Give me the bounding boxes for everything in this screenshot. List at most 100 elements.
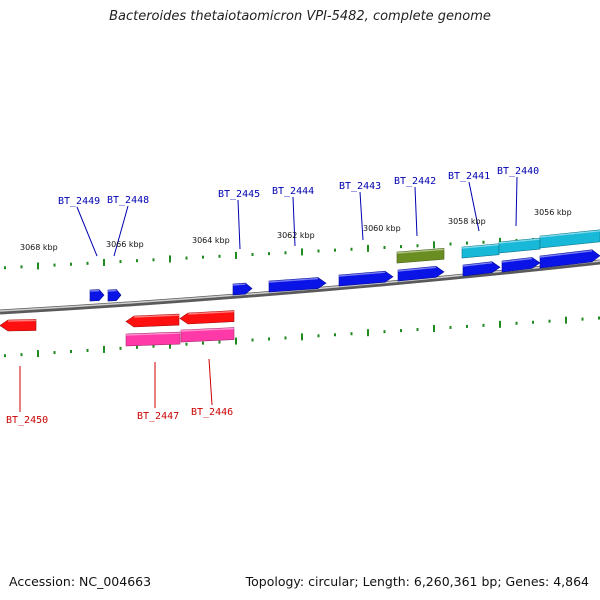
scale-tick <box>37 350 39 358</box>
gene-features <box>0 229 600 347</box>
gene-bt-2450[interactable] <box>0 319 37 332</box>
scale-label: 3068 kbp <box>20 243 58 252</box>
gene-label-bt-2449[interactable]: BT_2449 <box>58 196 100 257</box>
gene-label-bt-2443[interactable]: BT_2443 <box>339 181 381 241</box>
accession-text: Accession: NC_004663 <box>9 574 152 589</box>
scale-tick <box>548 319 551 323</box>
gene-label-text: BT_2444 <box>272 186 314 197</box>
gene-label-bt-2442[interactable]: BT_2442 <box>394 176 436 237</box>
scale-tick <box>251 338 254 342</box>
feature-cyan-3[interactable] <box>539 229 600 249</box>
scale-tick <box>350 332 353 336</box>
scale-tick <box>268 252 270 256</box>
scale-tick <box>103 258 105 266</box>
scale-label: 3062 kbp <box>277 231 315 240</box>
gene-label-bt-2445[interactable]: BT_2445 <box>218 189 260 250</box>
scale-tick <box>20 265 23 269</box>
scale-tick <box>317 249 320 253</box>
scale-tick <box>383 245 386 249</box>
scale-tick <box>4 266 6 270</box>
gene-bt-2446[interactable] <box>179 310 235 325</box>
gene-label-bt-2440[interactable]: BT_2440 <box>497 166 539 227</box>
gene-label-bt-2441[interactable]: BT_2441 <box>448 171 490 232</box>
scale-tick <box>103 345 105 353</box>
gene-label-bt-2447[interactable]: BT_2447 <box>137 362 179 422</box>
scale-tick <box>416 244 419 248</box>
scale-tick <box>70 262 72 266</box>
gene-label-text: BT_2447 <box>137 411 179 422</box>
scale-tick <box>284 336 287 340</box>
gene-label-text: BT_2443 <box>339 181 381 192</box>
feature-pink-2[interactable] <box>180 327 235 343</box>
genome-title: Bacteroides thetaiotaomicron VPI-5482, c… <box>109 9 491 24</box>
gene-bt-2441[interactable] <box>462 261 501 277</box>
scale-tick <box>251 253 254 257</box>
gene-bt-2448[interactable] <box>107 289 122 302</box>
gene-bt-2449[interactable] <box>89 289 105 302</box>
scale-tick <box>334 333 336 337</box>
gene-label-bt-2450[interactable]: BT_2450 <box>6 366 48 426</box>
feature-pink-1[interactable] <box>125 331 181 347</box>
scale-label: 3064 kbp <box>192 236 230 245</box>
scale-tick <box>235 251 237 259</box>
scale-tick <box>565 316 567 324</box>
scale-tick <box>86 261 89 265</box>
gene-bt-2439[interactable] <box>539 249 600 269</box>
gene-label-text: BT_2441 <box>448 171 490 182</box>
scale-tick <box>202 255 204 259</box>
gene-label-bt-2446[interactable]: BT_2446 <box>191 358 233 418</box>
scale-tick <box>367 244 369 252</box>
gene-bt-2445[interactable] <box>232 282 253 296</box>
scale-tick <box>515 321 518 325</box>
scale-tick <box>152 344 155 348</box>
scale-tick <box>317 334 320 338</box>
scale-label: 3056 kbp <box>534 208 572 217</box>
gene-bt-2442[interactable] <box>397 266 445 282</box>
scale-tick <box>152 258 155 262</box>
scale-tick <box>218 340 221 344</box>
scale-tick <box>449 325 452 329</box>
feature-cyan-2[interactable] <box>498 237 541 254</box>
scale-tick <box>400 245 402 249</box>
scale-tick <box>466 324 468 328</box>
feature-olive[interactable] <box>396 247 445 264</box>
scale-tick <box>284 251 287 255</box>
gene-label-text: BT_2445 <box>218 189 260 200</box>
gene-bt-2447[interactable] <box>125 313 180 328</box>
gene-label-text: BT_2442 <box>394 176 436 187</box>
gene-bt-2444[interactable] <box>268 277 327 293</box>
gene-label-bt-2444[interactable]: BT_2444 <box>272 186 314 247</box>
scale-tick <box>70 350 72 354</box>
scale-ticks <box>4 234 600 358</box>
scale-tick <box>218 254 221 258</box>
feature-cyan-1[interactable] <box>461 243 500 259</box>
scale-label: 3058 kbp <box>448 217 486 226</box>
scale-tick <box>169 255 171 263</box>
scale-tick <box>598 316 600 320</box>
scale-tick <box>499 320 501 328</box>
gene-label-text: BT_2448 <box>107 195 149 206</box>
gene-label-bt-2448[interactable]: BT_2448 <box>107 195 149 257</box>
scale-tick <box>37 262 39 270</box>
scale-tick <box>119 346 122 350</box>
scale-tick <box>185 342 188 346</box>
scale-tick <box>301 333 303 341</box>
scale-tick <box>532 320 534 324</box>
scale-tick <box>400 329 402 333</box>
scale-tick <box>86 348 89 352</box>
gene-label-text: BT_2450 <box>6 415 48 426</box>
scale-tick <box>482 240 485 244</box>
gene-bt-2443[interactable] <box>338 270 394 287</box>
gene-labels: BT_2449 BT_2448 BT_2445 BT_2444 BT_2443 BT_24… <box>6 166 539 426</box>
scale-tick <box>466 241 468 245</box>
gene-bt-2440[interactable] <box>501 257 541 273</box>
gene-label-text: BT_2440 <box>497 166 539 177</box>
scale-tick <box>301 248 303 256</box>
scale-tick <box>433 325 435 333</box>
gene-label-text: BT_2449 <box>58 196 100 207</box>
scale-tick <box>119 260 122 264</box>
scale-tick <box>20 353 23 357</box>
scale-tick <box>268 337 270 341</box>
